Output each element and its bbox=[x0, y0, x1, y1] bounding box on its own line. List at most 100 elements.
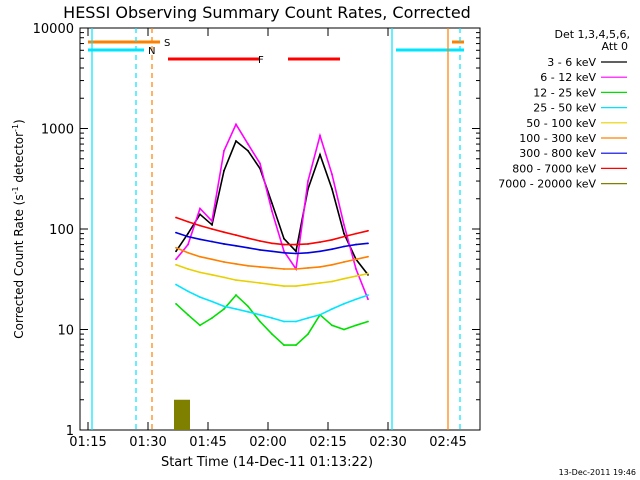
data-point bbox=[247, 237, 249, 240]
data-point bbox=[223, 261, 225, 263]
flag-label-S: S bbox=[164, 38, 170, 49]
data-point bbox=[307, 251, 309, 254]
data-point bbox=[271, 242, 273, 245]
data-point bbox=[367, 320, 369, 323]
series-line-3 bbox=[175, 283, 369, 323]
data-point bbox=[331, 324, 333, 327]
data-point bbox=[283, 344, 285, 346]
data-point bbox=[271, 202, 273, 205]
legend-entry-label: 25 - 50 keV bbox=[533, 102, 596, 115]
y-axis-label: Corrected Count Rate (s-1 detector-1) bbox=[11, 119, 26, 338]
data-point bbox=[223, 305, 225, 308]
data-point bbox=[259, 162, 261, 165]
y-tick-label: 10000 bbox=[33, 22, 74, 37]
data-point bbox=[355, 298, 357, 301]
data-point bbox=[187, 220, 189, 223]
y-axis-label-mid: detector bbox=[12, 132, 26, 187]
data-point bbox=[307, 267, 309, 269]
plot-area bbox=[79, 27, 481, 431]
data-point bbox=[235, 234, 237, 236]
data-point bbox=[199, 324, 201, 327]
legend-entry-label: 300 - 800 keV bbox=[519, 147, 596, 160]
data-point bbox=[271, 250, 273, 253]
data-point bbox=[295, 268, 297, 270]
data-point bbox=[307, 180, 309, 182]
data-point bbox=[307, 243, 309, 245]
data-point bbox=[223, 308, 225, 310]
data-point bbox=[331, 173, 333, 176]
y-tick-label: 1000 bbox=[41, 123, 74, 138]
data-point bbox=[307, 317, 309, 319]
data-point bbox=[175, 231, 177, 234]
data-point bbox=[211, 273, 213, 276]
data-point bbox=[199, 238, 201, 241]
data-point bbox=[247, 246, 249, 249]
data-point bbox=[199, 213, 201, 216]
series-line-2 bbox=[175, 293, 369, 346]
legend-title-line-1: Det 1,3,4,5,6, bbox=[554, 28, 630, 41]
data-point bbox=[247, 305, 249, 308]
data-point bbox=[187, 235, 189, 238]
x-tick-label: 02:00 bbox=[249, 435, 286, 450]
data-point bbox=[283, 251, 285, 254]
legend-entry-label: 50 - 100 keV bbox=[526, 117, 596, 130]
flag-label-N: N bbox=[148, 46, 155, 57]
data-point bbox=[283, 237, 285, 240]
data-point bbox=[223, 243, 225, 245]
data-point bbox=[367, 298, 369, 301]
data-point bbox=[343, 232, 345, 235]
data-point bbox=[331, 308, 333, 310]
data-point bbox=[235, 140, 237, 142]
data-point bbox=[271, 317, 273, 319]
x-tick-label: 01:30 bbox=[129, 435, 166, 450]
legend-entry-label: 800 - 7000 keV bbox=[512, 162, 596, 175]
data-point bbox=[235, 244, 237, 247]
x-tick-label: 02:30 bbox=[369, 435, 406, 450]
data-point bbox=[355, 232, 357, 235]
data-point bbox=[199, 271, 201, 274]
data-point bbox=[331, 248, 333, 251]
data-point bbox=[199, 224, 201, 227]
data-point bbox=[259, 320, 261, 323]
data-point bbox=[235, 294, 237, 296]
data-point bbox=[199, 296, 201, 299]
y-tick-label: 10 bbox=[57, 324, 74, 339]
data-point bbox=[295, 252, 297, 255]
data-point bbox=[235, 308, 237, 310]
data-point bbox=[343, 277, 345, 280]
data-point bbox=[331, 238, 333, 241]
data-point bbox=[319, 313, 321, 316]
data-point bbox=[355, 268, 357, 270]
data-point bbox=[271, 210, 273, 213]
data-point bbox=[283, 285, 285, 288]
data-point bbox=[343, 302, 345, 305]
data-point bbox=[211, 223, 213, 226]
data-point bbox=[175, 250, 177, 253]
y-axis-label-exp: -1 bbox=[11, 186, 20, 194]
data-point bbox=[199, 207, 201, 210]
data-point bbox=[247, 149, 249, 152]
data-point bbox=[175, 216, 177, 219]
data-point bbox=[271, 283, 273, 286]
y-axis-label-exp2: -1 bbox=[11, 124, 20, 132]
data-point bbox=[307, 283, 309, 286]
chart-title: HESSI Observing Summary Count Rates, Cor… bbox=[63, 3, 471, 22]
timestamp: 13-Dec-2011 19:46 bbox=[559, 468, 636, 477]
data-point bbox=[295, 344, 297, 346]
data-point bbox=[211, 317, 213, 319]
data-point bbox=[319, 153, 321, 156]
x-tick-label: 02:15 bbox=[309, 435, 346, 450]
y-axis-label-main: Corrected Count Rate (s bbox=[12, 194, 26, 338]
data-point bbox=[283, 320, 285, 323]
data-point bbox=[295, 250, 297, 253]
x-tick-label: 01:15 bbox=[69, 435, 106, 450]
data-point bbox=[247, 310, 249, 313]
data-point bbox=[259, 313, 261, 316]
data-point bbox=[187, 268, 189, 270]
data-point bbox=[223, 169, 225, 172]
data-point bbox=[247, 280, 249, 283]
data-point bbox=[211, 300, 213, 303]
data-point bbox=[235, 262, 237, 265]
data-point bbox=[175, 302, 177, 305]
